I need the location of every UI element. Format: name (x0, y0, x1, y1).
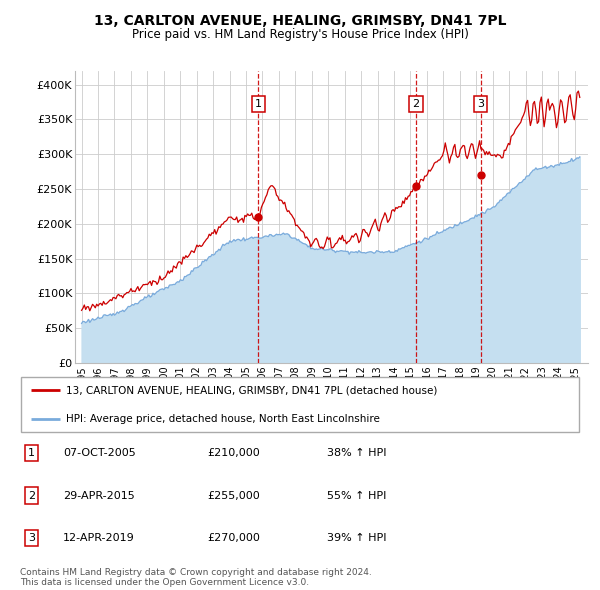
Text: Contains HM Land Registry data © Crown copyright and database right 2024.: Contains HM Land Registry data © Crown c… (20, 568, 371, 577)
Text: £210,000: £210,000 (207, 448, 260, 458)
Text: 12-APR-2019: 12-APR-2019 (63, 533, 135, 543)
Text: 3: 3 (477, 99, 484, 109)
Text: £270,000: £270,000 (207, 533, 260, 543)
Text: 29-APR-2015: 29-APR-2015 (63, 491, 135, 500)
Text: £255,000: £255,000 (207, 491, 260, 500)
Text: 3: 3 (28, 533, 35, 543)
Text: 07-OCT-2005: 07-OCT-2005 (63, 448, 136, 458)
Text: 13, CARLTON AVENUE, HEALING, GRIMSBY, DN41 7PL (detached house): 13, CARLTON AVENUE, HEALING, GRIMSBY, DN… (65, 385, 437, 395)
Text: Price paid vs. HM Land Registry's House Price Index (HPI): Price paid vs. HM Land Registry's House … (131, 28, 469, 41)
Text: 2: 2 (412, 99, 419, 109)
Text: This data is licensed under the Open Government Licence v3.0.: This data is licensed under the Open Gov… (20, 578, 309, 587)
Text: 39% ↑ HPI: 39% ↑ HPI (327, 533, 386, 543)
Text: 1: 1 (28, 448, 35, 458)
Text: HPI: Average price, detached house, North East Lincolnshire: HPI: Average price, detached house, Nort… (65, 414, 380, 424)
Text: 38% ↑ HPI: 38% ↑ HPI (327, 448, 386, 458)
FancyBboxPatch shape (21, 377, 579, 432)
Text: 2: 2 (28, 491, 35, 500)
Text: 55% ↑ HPI: 55% ↑ HPI (327, 491, 386, 500)
Text: 1: 1 (255, 99, 262, 109)
Text: 13, CARLTON AVENUE, HEALING, GRIMSBY, DN41 7PL: 13, CARLTON AVENUE, HEALING, GRIMSBY, DN… (94, 14, 506, 28)
